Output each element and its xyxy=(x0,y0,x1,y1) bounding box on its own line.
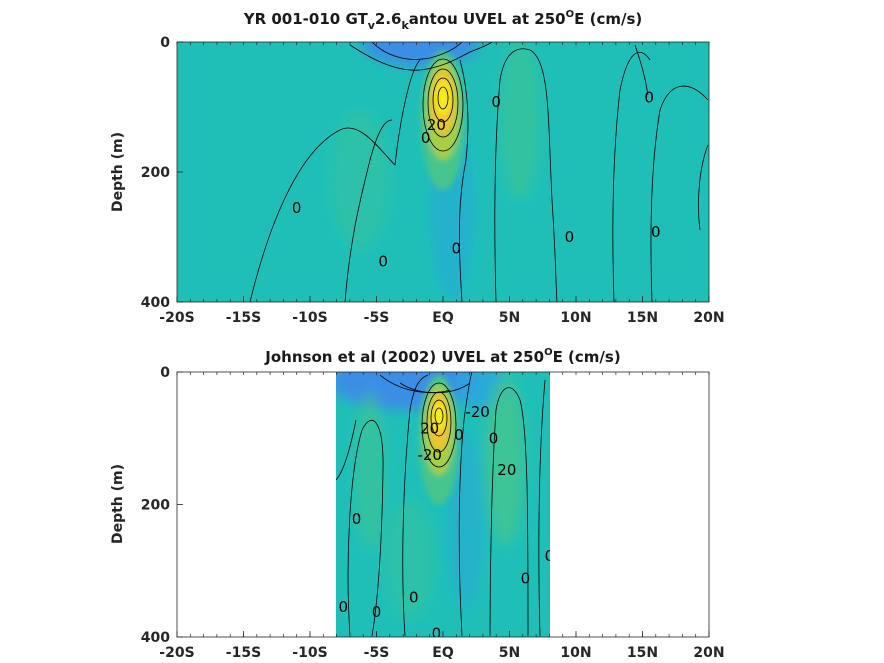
bottom-north-positive-band xyxy=(485,375,525,545)
top-contour-label: 0 xyxy=(452,240,462,258)
top-y-tick-label: 0 xyxy=(160,35,170,51)
bottom-contour-label: 20 xyxy=(497,461,516,479)
top-x-tick-label: 10N xyxy=(560,310,591,326)
bottom-y-tick-label: 200 xyxy=(141,498,170,514)
bottom-x-tick-label: EQ xyxy=(432,645,454,661)
top-x-tick-label: -20S xyxy=(159,310,194,326)
top-contour-label: 0 xyxy=(378,253,388,271)
bottom-contour-label: 0 xyxy=(372,603,382,621)
bottom-contour-label: -20 xyxy=(465,403,490,421)
bottom-contour-label: 0 xyxy=(338,598,348,616)
bottom-contour-label: 0 xyxy=(489,429,499,447)
bottom-x-tick-label: 20N xyxy=(693,645,724,661)
bottom-contour-label: 0 xyxy=(432,625,442,643)
bottom-panel: Johnson et al (2002) UVEL at 250OE (cm/s… xyxy=(110,347,725,661)
bottom-contour-label: -20 xyxy=(417,446,442,464)
bottom-x-tick-label: -20S xyxy=(159,645,194,661)
bottom-y-tick-label: 400 xyxy=(141,630,170,646)
top-x-tick-label: 5N xyxy=(499,310,520,326)
top-x-tick-label: -5S xyxy=(364,310,390,326)
top-x-tick-label: 20N xyxy=(693,310,724,326)
bottom-contour-label: 20 xyxy=(420,419,439,437)
bottom-panel-title: Johnson et al (2002) UVEL at 250OE (cm/s… xyxy=(264,347,620,366)
bottom-contours xyxy=(336,372,546,637)
bottom-contour-label: 0 xyxy=(521,570,531,588)
top-contour-label: 0 xyxy=(644,88,654,106)
bottom-x-tick-label: 5N xyxy=(499,645,520,661)
top-x-tick-label: -15S xyxy=(226,310,261,326)
bottom-x-tick-label: 15N xyxy=(627,645,658,661)
top-contour-label: 0 xyxy=(421,129,431,147)
top-axes: -20S -15S -10S -5S EQ 5N 10N 15N 20N0200400Depth… xyxy=(110,35,725,326)
top-contours xyxy=(249,42,709,302)
bottom-contour-label: 0 xyxy=(352,510,362,528)
top-south-positive-band xyxy=(330,110,390,250)
bottom-x-tick-label: -10S xyxy=(292,645,327,661)
top-y-tick-label: 400 xyxy=(141,295,170,311)
bottom-axes: -20S -15S -10S -5S EQ 5N 10N 15N 20N0200400Depth… xyxy=(110,365,725,661)
bottom-contour-label: 0 xyxy=(454,426,464,444)
top-y-tick-label: 200 xyxy=(141,165,170,181)
top-contour-label: 0 xyxy=(292,199,302,217)
top-panel: YR 001-010 GTv2.6kantou UVEL at 250OE (c… xyxy=(110,9,725,326)
top-contour-label: 0 xyxy=(651,223,661,241)
bottom-undercurrent-jet xyxy=(419,375,459,505)
bottom-contour-label: 0 xyxy=(545,547,555,565)
top-x-tick-label: 15N xyxy=(627,310,658,326)
top-x-tick-label: EQ xyxy=(432,310,454,326)
top-north-positive-band xyxy=(500,42,540,200)
bottom-contour-label: 0 xyxy=(409,588,419,606)
top-panel-title: YR 001-010 GTv2.6kantou UVEL at 250OE (c… xyxy=(243,9,643,32)
top-contour-label: 20 xyxy=(427,116,446,134)
bottom-y-tick-label: 0 xyxy=(160,365,170,381)
bottom-x-tick-label: 10N xyxy=(560,645,591,661)
top-y-axis-label: Depth (m) xyxy=(110,132,126,212)
bottom-south-positive-band xyxy=(355,390,385,550)
top-contour-label: 0 xyxy=(565,228,575,246)
bottom-x-tick-label: -15S xyxy=(226,645,261,661)
bottom-x-tick-label: -5S xyxy=(364,645,390,661)
bottom-y-axis-label: Depth (m) xyxy=(110,464,126,544)
top-x-tick-label: -10S xyxy=(292,310,327,326)
top-contour-label: 0 xyxy=(491,93,501,111)
